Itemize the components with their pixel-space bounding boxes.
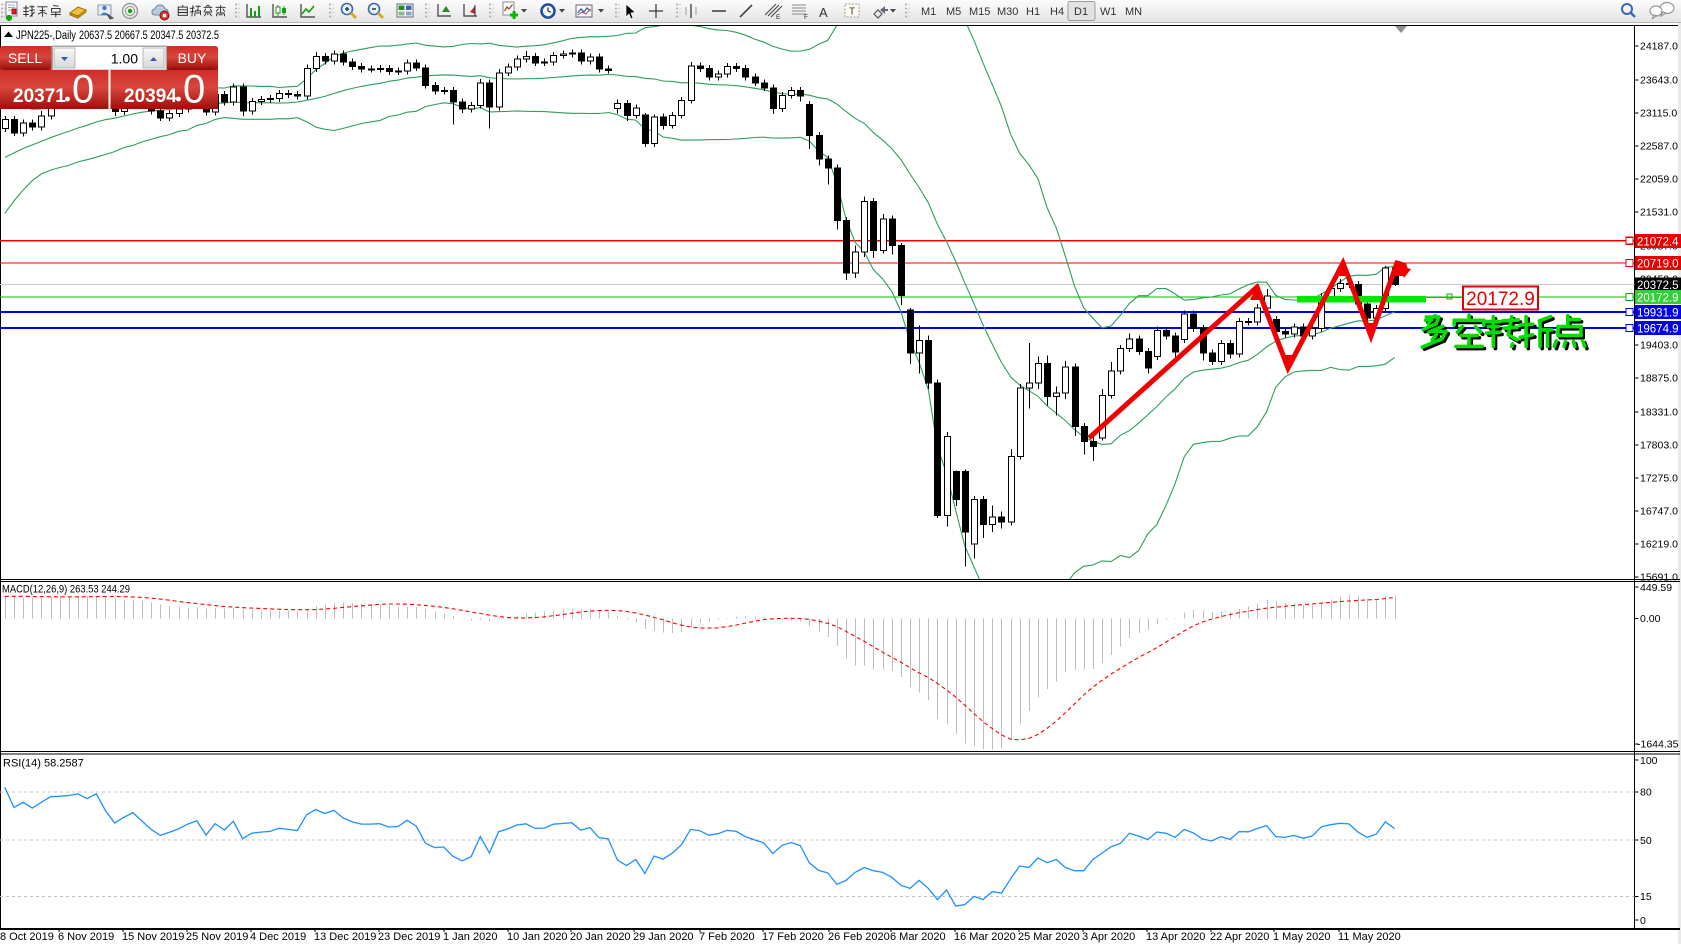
svg-text:20394: 20394 [124,86,177,107]
svg-text:20 Jan 2020: 20 Jan 2020 [570,931,631,943]
svg-text:20172.9: 20172.9 [1466,289,1535,310]
svg-text:H1: H1 [1026,6,1040,18]
svg-text:29 Jan 2020: 29 Jan 2020 [633,931,694,943]
svg-text:1.00: 1.00 [111,51,138,67]
svg-text:0: 0 [1640,915,1646,927]
svg-text:0: 0 [183,68,205,112]
svg-text:16219.0: 16219.0 [1640,539,1678,551]
svg-text:D1: D1 [1074,6,1088,18]
svg-text:15: 15 [1640,891,1652,903]
svg-text:H4: H4 [1050,6,1064,18]
svg-text:19403.0: 19403.0 [1640,340,1678,352]
svg-text:3 Apr 2020: 3 Apr 2020 [1082,931,1135,943]
svg-text:449.59: 449.59 [1640,582,1672,594]
svg-text:17803.0: 17803.0 [1640,440,1678,452]
svg-text:11 May 2020: 11 May 2020 [1338,931,1401,943]
svg-text:BUY: BUY [178,50,207,66]
svg-text:8 Oct 2019: 8 Oct 2019 [0,931,54,943]
svg-text:18331.0: 18331.0 [1640,407,1678,419]
svg-text:A: A [819,5,828,20]
svg-text:20371: 20371 [13,86,66,107]
svg-text:W1: W1 [1100,6,1117,18]
svg-text:19674.9: 19674.9 [1637,324,1679,336]
svg-text:13 Apr 2020: 13 Apr 2020 [1146,931,1205,943]
svg-text:SELL: SELL [8,50,42,66]
svg-text:JPN225-,Daily: JPN225-,Daily [16,30,76,42]
svg-text:80: 80 [1640,787,1652,799]
svg-text:16747.0: 16747.0 [1640,506,1678,518]
svg-text:22 Apr 2020: 22 Apr 2020 [1210,931,1269,943]
svg-text:0: 0 [72,68,94,112]
svg-text:23643.0: 23643.0 [1640,75,1678,87]
svg-text:20372.5: 20372.5 [1637,280,1679,292]
svg-text:6 Nov 2019: 6 Nov 2019 [58,931,114,943]
svg-text:T: T [849,7,855,18]
svg-text:26 Feb 2020: 26 Feb 2020 [828,931,890,943]
svg-text:17275.0: 17275.0 [1640,473,1678,485]
svg-text:25 Mar 2020: 25 Mar 2020 [1018,931,1080,943]
svg-text:7 Feb 2020: 7 Feb 2020 [699,931,755,943]
svg-text:1 Jan 2020: 1 Jan 2020 [443,931,497,943]
svg-text:18875.0: 18875.0 [1640,373,1678,385]
svg-text:4 Dec 2019: 4 Dec 2019 [250,931,306,943]
svg-text:21531.0: 21531.0 [1640,207,1678,219]
svg-text:MN: MN [1125,6,1142,18]
svg-text:RSI(14) 58.2587: RSI(14) 58.2587 [3,758,84,770]
svg-text:22587.0: 22587.0 [1640,141,1678,153]
svg-text:-1644.35: -1644.35 [1637,739,1679,751]
svg-text:24187.0: 24187.0 [1640,41,1678,53]
svg-text:10 Jan 2020: 10 Jan 2020 [507,931,568,943]
svg-text:F: F [804,14,808,21]
svg-text:6 Mar 2020: 6 Mar 2020 [890,931,946,943]
svg-text:25 Nov 2019: 25 Nov 2019 [186,931,248,943]
svg-text:E: E [776,14,781,21]
svg-text:19931.9: 19931.9 [1637,308,1679,320]
svg-text:M1: M1 [921,6,936,18]
svg-text:23 Dec 2019: 23 Dec 2019 [378,931,440,943]
svg-text:21072.4: 21072.4 [1637,236,1679,248]
svg-text:MACD(12,26,9) 263.53 244.29: MACD(12,26,9) 263.53 244.29 [2,584,130,596]
svg-text:23115.0: 23115.0 [1640,108,1677,120]
svg-text:15 Nov 2019: 15 Nov 2019 [122,931,184,943]
svg-text:13 Dec 2019: 13 Dec 2019 [314,931,376,943]
svg-text:20637.5 20667.5 20347.5 20372.: 20637.5 20667.5 20347.5 20372.5 [79,30,219,42]
svg-text:15691.0: 15691.0 [1640,572,1678,584]
svg-text:17 Feb 2020: 17 Feb 2020 [762,931,824,943]
svg-text:M30: M30 [997,6,1018,18]
svg-text:50: 50 [1640,835,1652,847]
svg-text:0.00: 0.00 [1640,613,1661,625]
svg-text:22059.0: 22059.0 [1640,174,1678,186]
svg-text:100: 100 [1640,755,1658,767]
svg-text:1 May 2020: 1 May 2020 [1273,931,1330,943]
svg-text:M15: M15 [969,6,990,18]
svg-text:16 Mar 2020: 16 Mar 2020 [954,931,1016,943]
svg-text:M5: M5 [946,6,961,18]
svg-text:20719.0: 20719.0 [1637,258,1679,270]
svg-text:20172.9: 20172.9 [1637,293,1679,305]
